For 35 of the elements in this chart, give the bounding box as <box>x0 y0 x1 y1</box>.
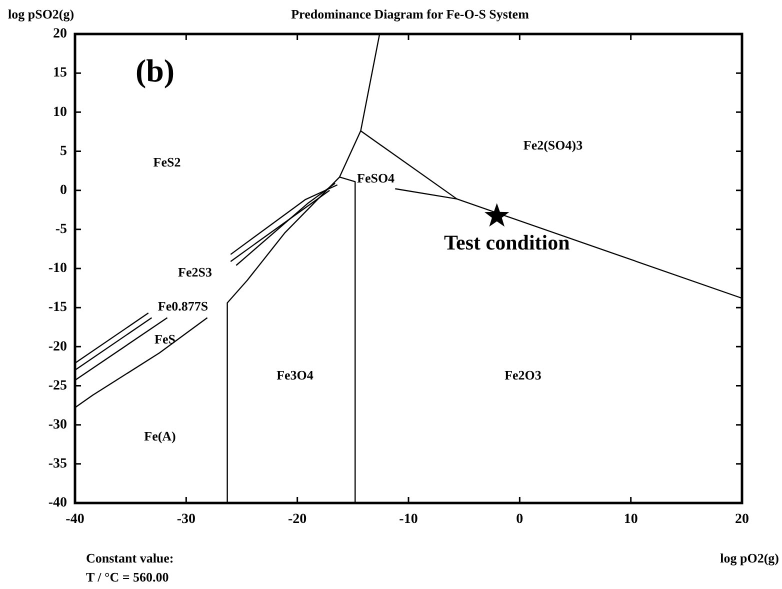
y-tick-label: 15 <box>53 66 67 81</box>
y-tick-label: 10 <box>53 104 67 120</box>
y-tick-label: 5 <box>60 144 67 159</box>
y-tick-label: -20 <box>48 339 67 354</box>
x-tick-label: -30 <box>176 512 196 528</box>
x-tick-label: -20 <box>288 512 307 528</box>
annotation: Fe2(SO4)3 <box>523 137 584 152</box>
y-tick-label: -30 <box>48 417 67 432</box>
chart-title: Predominance Diagram for Fe-O-S System <box>291 6 530 22</box>
x-tick-label: 10 <box>624 512 638 528</box>
annotation: Test condition <box>444 230 570 255</box>
y-tick-label: -15 <box>48 300 67 316</box>
text: Constant value: <box>86 550 174 566</box>
annotation: FeS2 <box>153 154 181 170</box>
y-tick-label: -5 <box>55 222 67 238</box>
x-tick-label: 20 <box>735 512 749 528</box>
annotation: FeS <box>154 331 176 346</box>
text: T / °C = 560.00 <box>86 569 169 584</box>
annotation: Fe0.877S <box>158 298 208 314</box>
x-axis-title: log pO2(g) <box>720 550 779 566</box>
y-tick-label: 20 <box>53 26 67 42</box>
y-axis-title: log pSO2(g) <box>8 6 74 22</box>
y-tick-label: 0 <box>60 182 67 198</box>
x-tick-label: 0 <box>516 512 524 528</box>
annotation: Fe(A) <box>144 428 176 444</box>
annotation: Fe2O3 <box>504 367 542 382</box>
y-tick-label: -35 <box>48 456 67 472</box>
annotation: Fe2S3 <box>178 264 212 280</box>
annotation: (b) <box>135 52 175 88</box>
y-tick-label: -40 <box>48 496 67 511</box>
y-tick-label: -10 <box>48 261 67 276</box>
y-tick-label: -25 <box>48 378 67 394</box>
x-tick-label: -10 <box>399 512 418 528</box>
annotation: FeSO4 <box>357 170 396 186</box>
annotation: Fe3O4 <box>276 367 314 382</box>
